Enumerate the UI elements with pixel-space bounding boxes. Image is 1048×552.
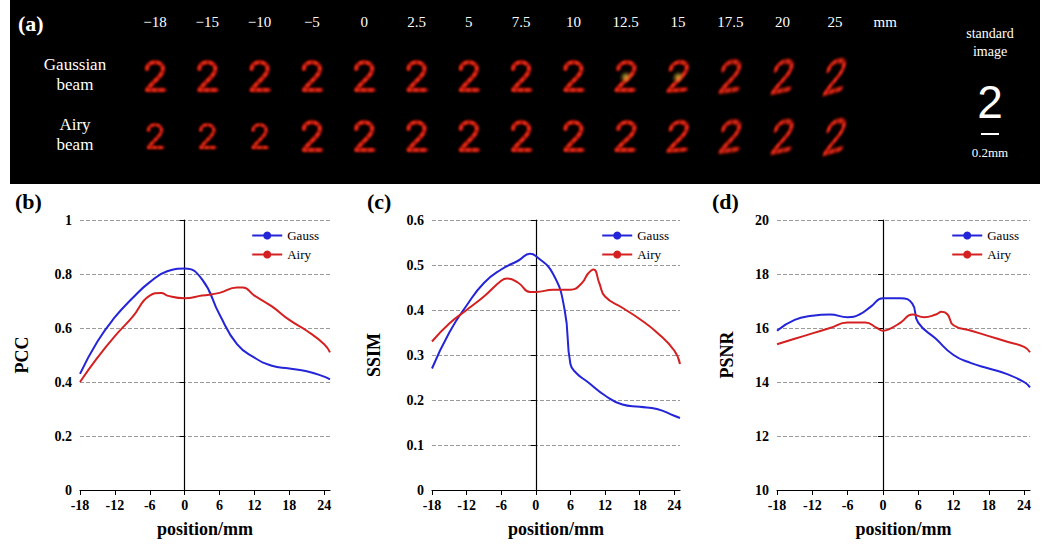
svg-text:17.5: 17.5 [717, 14, 743, 30]
svg-text:0.4: 0.4 [55, 375, 73, 390]
svg-text:(d): (d) [712, 189, 739, 214]
svg-text:0: 0 [879, 498, 886, 513]
svg-text:0.2: 0.2 [55, 429, 73, 444]
svg-text:10: 10 [755, 483, 769, 498]
svg-text:6: 6 [216, 498, 223, 513]
svg-text:24: 24 [667, 498, 681, 513]
svg-text:18: 18 [982, 498, 996, 513]
svg-text:20: 20 [755, 213, 769, 228]
svg-text:12: 12 [598, 498, 612, 513]
svg-text:12.5: 12.5 [613, 14, 639, 30]
svg-text:10: 10 [566, 14, 581, 30]
svg-text:−18: −18 [143, 14, 166, 30]
svg-text:Airy: Airy [287, 247, 311, 262]
svg-text:Gauss: Gauss [637, 228, 669, 243]
svg-text:Airy: Airy [637, 247, 661, 262]
svg-text:PCC: PCC [12, 337, 32, 374]
svg-text:-18: -18 [71, 498, 90, 513]
svg-text:standard: standard [966, 26, 1013, 41]
svg-text:−10: −10 [248, 14, 271, 30]
svg-text:15: 15 [671, 14, 686, 30]
svg-text:position/mm: position/mm [157, 519, 253, 539]
svg-text:25: 25 [827, 14, 842, 30]
svg-text:18: 18 [755, 267, 769, 282]
svg-text:7.5: 7.5 [512, 14, 531, 30]
svg-text:2: 2 [977, 76, 1003, 128]
svg-text:(b): (b) [15, 189, 42, 214]
svg-text:2.5: 2.5 [407, 14, 426, 30]
svg-text:-6: -6 [842, 498, 854, 513]
svg-text:0.6: 0.6 [55, 321, 73, 336]
svg-text:position/mm: position/mm [855, 519, 951, 539]
svg-text:-12: -12 [106, 498, 125, 513]
svg-text:−15: −15 [196, 14, 219, 30]
svg-text:mm: mm [874, 14, 898, 30]
svg-text:SSIM: SSIM [364, 333, 384, 377]
svg-text:0.5: 0.5 [407, 258, 425, 273]
svg-text:beam: beam [57, 75, 94, 94]
svg-text:(c): (c) [367, 189, 391, 214]
svg-text:-6: -6 [495, 498, 507, 513]
svg-text:0: 0 [181, 498, 188, 513]
svg-text:5: 5 [465, 14, 473, 30]
svg-text:12: 12 [247, 498, 261, 513]
svg-text:Airy: Airy [59, 115, 91, 134]
svg-text:-12: -12 [457, 498, 476, 513]
svg-text:20: 20 [775, 14, 790, 30]
svg-text:0.2mm: 0.2mm [972, 145, 1008, 160]
svg-text:0.3: 0.3 [407, 348, 425, 363]
svg-text:12: 12 [755, 429, 769, 444]
svg-text:12: 12 [947, 498, 961, 513]
svg-text:24: 24 [1017, 498, 1031, 513]
svg-text:0.4: 0.4 [407, 303, 425, 318]
svg-text:0.8: 0.8 [55, 267, 73, 282]
svg-text:(a): (a) [18, 11, 44, 36]
svg-text:0.1: 0.1 [407, 438, 425, 453]
svg-text:0: 0 [360, 14, 368, 30]
svg-text:0.6: 0.6 [407, 213, 425, 228]
svg-text:18: 18 [633, 498, 647, 513]
svg-text:-6: -6 [144, 498, 156, 513]
svg-text:−5: −5 [304, 14, 320, 30]
svg-text:14: 14 [755, 375, 769, 390]
svg-text:position/mm: position/mm [508, 519, 604, 539]
svg-text:beam: beam [57, 135, 94, 154]
svg-text:PSNR: PSNR [717, 331, 737, 379]
svg-text:0: 0 [417, 483, 424, 498]
svg-text:0: 0 [65, 483, 72, 498]
svg-text:image: image [973, 44, 1007, 59]
svg-text:Airy: Airy [987, 247, 1011, 262]
svg-text:24: 24 [317, 498, 331, 513]
svg-text:16: 16 [755, 321, 769, 336]
svg-text:18: 18 [282, 498, 296, 513]
svg-text:-18: -18 [423, 498, 442, 513]
svg-text:6: 6 [915, 498, 922, 513]
svg-text:Gaussian: Gaussian [44, 55, 107, 74]
svg-text:6: 6 [567, 498, 574, 513]
svg-text:1: 1 [65, 213, 72, 228]
svg-text:0.2: 0.2 [407, 393, 425, 408]
svg-text:-12: -12 [803, 498, 822, 513]
svg-text:0: 0 [532, 498, 539, 513]
svg-text:Gauss: Gauss [287, 228, 319, 243]
svg-text:-18: -18 [768, 498, 787, 513]
svg-text:Gauss: Gauss [987, 228, 1019, 243]
